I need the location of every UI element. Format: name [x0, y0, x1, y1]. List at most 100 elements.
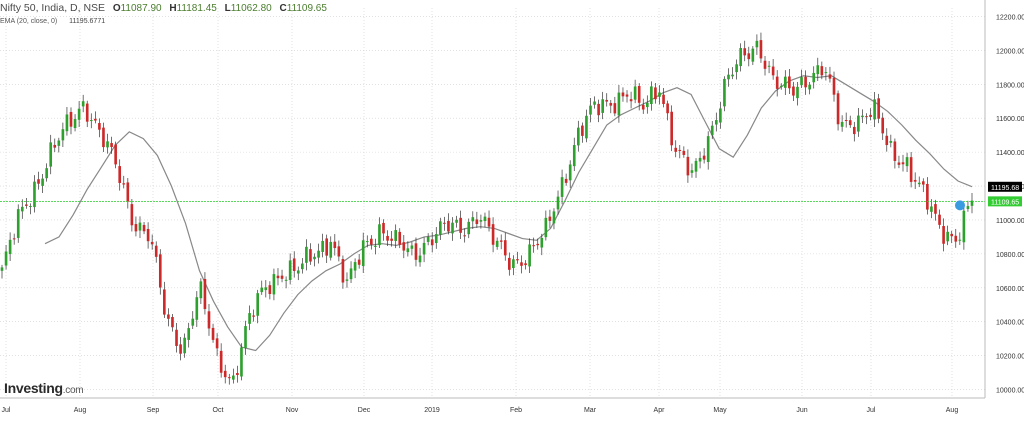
candle-up [106, 141, 109, 148]
candle-up [873, 99, 876, 120]
candle-down [268, 285, 272, 294]
x-tick-label: Nov [286, 407, 299, 414]
candle-down [747, 53, 751, 60]
candle-down [938, 214, 941, 225]
candle-down [674, 147, 678, 152]
candle-down [69, 111, 73, 127]
candle-up [970, 200, 974, 206]
candle-down [934, 204, 937, 214]
low-value: 11062.80 [230, 3, 272, 14]
x-tick-label: 2019 [424, 407, 440, 414]
candle-down [865, 116, 868, 118]
symbol-header: Nifty 50, India, D, NSE O11087.90 H11181… [0, 2, 327, 14]
y-tick-label: 11800.00 [996, 82, 1024, 89]
x-tick-label: Jul [2, 407, 11, 414]
candle-up [917, 182, 921, 185]
candle-down [37, 179, 40, 184]
x-tick-label: Dec [358, 407, 371, 414]
candle-up [29, 205, 32, 207]
candle-up [191, 318, 195, 326]
candle-down [487, 217, 491, 227]
candle-down [292, 258, 296, 271]
candle-up [650, 86, 653, 105]
candle-down [390, 238, 393, 241]
y-tick-label: 10800.00 [996, 252, 1024, 259]
candle-down [309, 249, 312, 262]
candle-up [418, 255, 422, 263]
candle-down [881, 117, 885, 134]
candle-up [199, 281, 203, 299]
candle-down [621, 92, 625, 97]
candle-down [885, 135, 889, 146]
candle-down [280, 275, 284, 279]
candle-up [800, 77, 803, 86]
candle-down [788, 76, 791, 89]
candle-up [966, 206, 970, 209]
candle-down [524, 263, 527, 266]
x-tick-label: Jun [796, 407, 807, 414]
candle-up [45, 168, 48, 179]
candle-down [609, 102, 613, 106]
candle-down [804, 76, 807, 88]
candles [0, 32, 974, 385]
candle-down [94, 118, 97, 121]
candle-up [723, 78, 726, 107]
low-label: L [224, 3, 231, 14]
candle-down [532, 245, 535, 247]
candle-up [572, 145, 576, 167]
candle-down [743, 48, 747, 56]
candle-up [321, 240, 324, 252]
candle-down [536, 243, 540, 246]
candle-down [763, 60, 767, 69]
candle-up [187, 328, 191, 340]
candle-down [122, 183, 126, 185]
candle-up [183, 337, 186, 354]
candle-up [138, 222, 142, 231]
candle-up [4, 251, 8, 266]
candle-up [264, 287, 268, 291]
candle-down [641, 104, 645, 110]
candle-down [792, 86, 795, 96]
investing-logo[interactable]: Investing.com [4, 380, 84, 396]
candle-up [633, 86, 637, 100]
x-tick-label: Apr [654, 407, 666, 414]
candle-up [349, 268, 353, 280]
candle-down [211, 327, 215, 340]
candle-up [889, 140, 893, 143]
candle-down [775, 76, 779, 89]
high-label: H [169, 3, 177, 14]
ema-legend: EMA (20, close, 0) 11195.6771 [0, 18, 105, 25]
candle-down [118, 166, 122, 183]
candle-up [710, 125, 714, 136]
candle-up [410, 245, 414, 249]
candle-down [475, 219, 479, 225]
brand-suffix: .com [62, 385, 84, 396]
candle-down [447, 220, 450, 232]
candle-down [869, 114, 872, 117]
candle-up [195, 297, 199, 320]
x-tick-label: Sep [147, 407, 160, 414]
candle-up [861, 115, 864, 118]
candle-down [150, 241, 154, 245]
candle-down [662, 94, 665, 104]
candle-up [365, 241, 369, 243]
candle-down [913, 179, 917, 182]
candle-down [12, 238, 16, 240]
grid-lines [0, 8, 985, 398]
candle-down [325, 238, 329, 256]
candle-up [552, 211, 556, 224]
candle-down [252, 315, 255, 317]
candle-down [844, 120, 848, 122]
candle-down [950, 233, 954, 237]
candle-up [528, 244, 531, 267]
candle-up [296, 270, 300, 274]
candle-up [41, 178, 44, 186]
candle-up [840, 121, 844, 127]
candle-down [670, 111, 673, 146]
candle-down [503, 240, 507, 256]
x-tick-label: Feb [510, 407, 522, 414]
candle-up [816, 65, 820, 75]
candle-up [930, 206, 933, 212]
